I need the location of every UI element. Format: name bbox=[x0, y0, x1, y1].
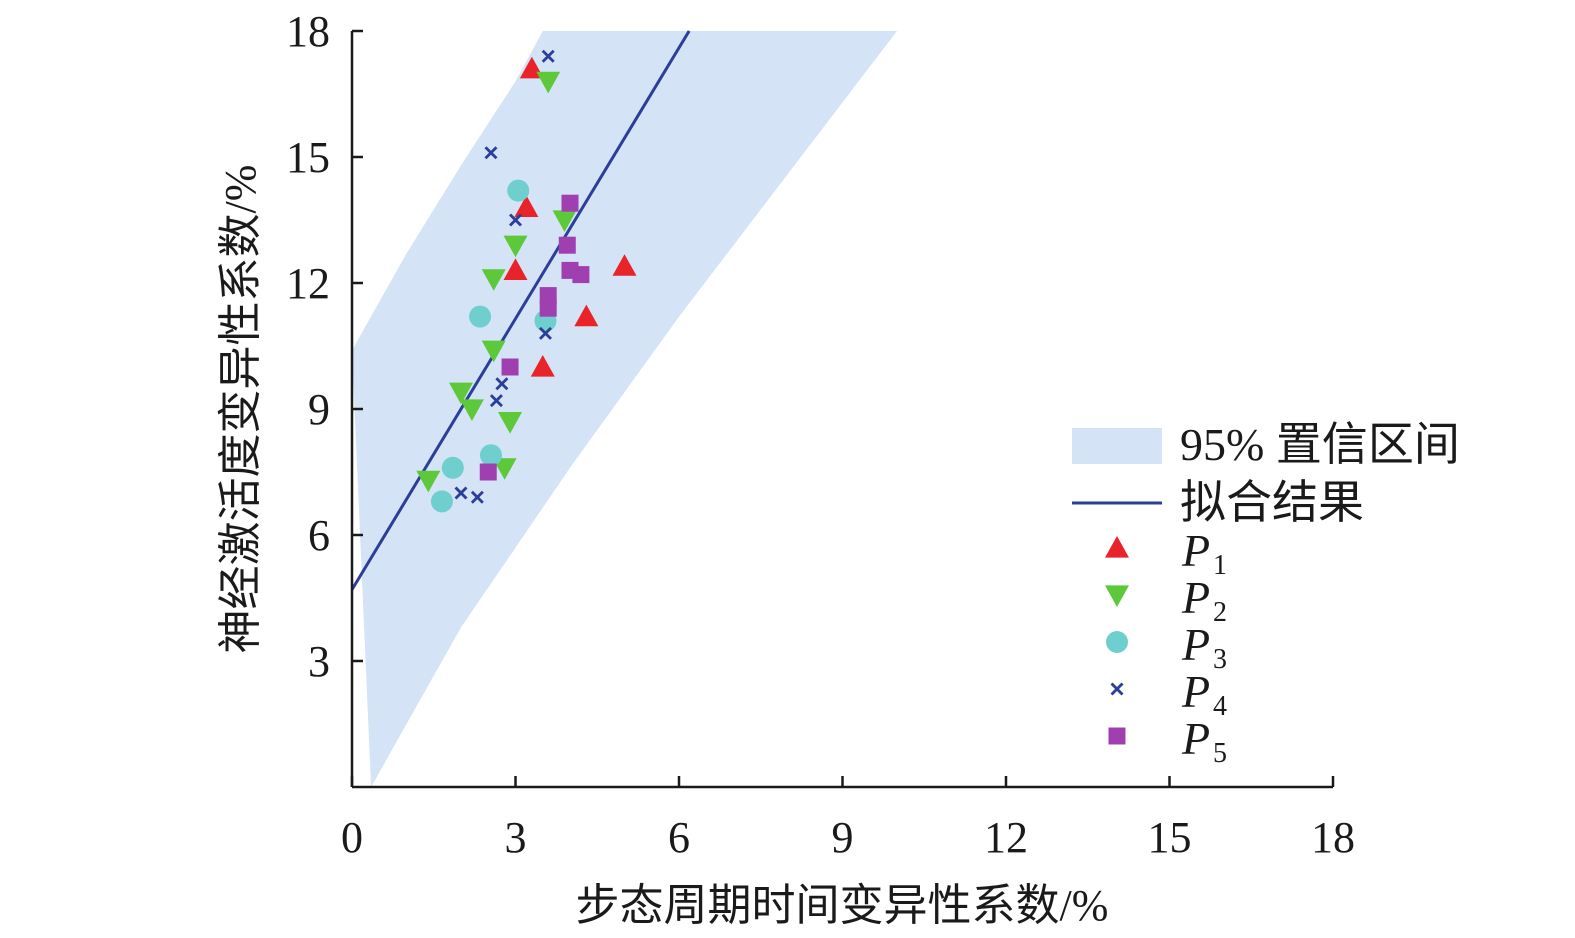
data-points bbox=[416, 49, 637, 513]
legend-label-p1: P bbox=[1181, 525, 1210, 576]
legend: 95% 置信区间 拟合结果 P 1P 2P 3P 4P 5 bbox=[1072, 419, 1460, 769]
legend-fit-label: 拟合结果 bbox=[1180, 477, 1364, 528]
y-axis-title: 神经激活度变异性系数/% bbox=[216, 165, 265, 654]
legend-band-label: 95% 置信区间 bbox=[1180, 419, 1460, 470]
data-point-p2 bbox=[416, 470, 441, 493]
confidence-band bbox=[352, 31, 897, 787]
data-point-p2 bbox=[459, 399, 484, 421]
legend-marker-p2 bbox=[1105, 585, 1129, 607]
legend-band-swatch bbox=[1072, 428, 1162, 464]
legend-subscript-p4: 4 bbox=[1213, 691, 1227, 722]
x-tick-label: 15 bbox=[1148, 813, 1192, 862]
data-point-p3 bbox=[479, 444, 502, 467]
y-tick-label: 6 bbox=[308, 511, 330, 560]
legend-marker-p5 bbox=[1108, 727, 1126, 745]
data-point-p3 bbox=[469, 305, 492, 328]
data-point-p4 bbox=[541, 49, 555, 63]
data-point-p5 bbox=[479, 463, 497, 481]
data-point-p2 bbox=[481, 269, 506, 291]
y-tick-label: 15 bbox=[286, 133, 330, 182]
fit-line bbox=[350, 30, 691, 591]
data-point-p5 bbox=[558, 236, 576, 254]
y-tick-label: 12 bbox=[286, 259, 330, 308]
data-point-p2 bbox=[536, 71, 561, 94]
legend-marker-p1 bbox=[1105, 536, 1129, 558]
data-point-p3 bbox=[441, 456, 464, 479]
x-tick-label: 0 bbox=[341, 813, 363, 862]
legend-label-p5: P bbox=[1181, 713, 1210, 764]
y-tick-label: 18 bbox=[286, 7, 330, 56]
data-point-p5 bbox=[539, 299, 557, 317]
legend-label-p3: P bbox=[1181, 619, 1210, 670]
data-point-p2 bbox=[498, 412, 523, 434]
data-point-p2 bbox=[503, 235, 528, 258]
data-point-p3 bbox=[430, 490, 453, 513]
data-point-p2 bbox=[449, 382, 473, 405]
data-point-p4 bbox=[489, 394, 503, 408]
legend-label-p4: P bbox=[1181, 666, 1210, 717]
data-point-p5 bbox=[561, 194, 579, 212]
legend-marker-p3 bbox=[1106, 631, 1128, 653]
data-point-p5 bbox=[572, 266, 590, 284]
legend-marker-p4 bbox=[1110, 682, 1124, 696]
data-point-p1 bbox=[514, 195, 539, 217]
data-point-p5 bbox=[501, 358, 519, 376]
data-point-p1 bbox=[574, 304, 599, 327]
y-tick-label: 3 bbox=[308, 637, 330, 686]
legend-subscript-p1: 1 bbox=[1213, 550, 1227, 581]
y-tick-label: 9 bbox=[308, 385, 330, 434]
x-tick-label: 18 bbox=[1311, 813, 1355, 862]
data-point-p4 bbox=[454, 486, 468, 500]
legend-subscript-p3: 3 bbox=[1213, 644, 1227, 675]
data-point-p1 bbox=[503, 258, 528, 280]
x-tick-label: 3 bbox=[505, 813, 527, 862]
data-point-p4 bbox=[538, 326, 552, 340]
data-point-p4 bbox=[484, 146, 498, 160]
data-point-p1 bbox=[530, 355, 555, 377]
data-point-p3 bbox=[507, 179, 530, 202]
legend-subscript-p2: 2 bbox=[1213, 597, 1227, 628]
x-axis-title: 步态周期时间变异性系数/% bbox=[576, 881, 1109, 930]
x-tick-label: 12 bbox=[984, 813, 1028, 862]
data-point-p2 bbox=[552, 210, 577, 232]
data-point-p2 bbox=[481, 340, 506, 363]
data-point-p2 bbox=[492, 458, 517, 480]
x-tick-label: 6 bbox=[668, 813, 690, 862]
data-point-p1 bbox=[612, 254, 637, 276]
data-point-p4 bbox=[495, 377, 509, 391]
x-tick-label: 9 bbox=[832, 813, 854, 862]
data-point-p4 bbox=[509, 213, 522, 227]
legend-label-p2: P bbox=[1181, 572, 1210, 623]
data-point-p4 bbox=[470, 490, 484, 504]
legend-subscript-p5: 5 bbox=[1213, 738, 1227, 769]
